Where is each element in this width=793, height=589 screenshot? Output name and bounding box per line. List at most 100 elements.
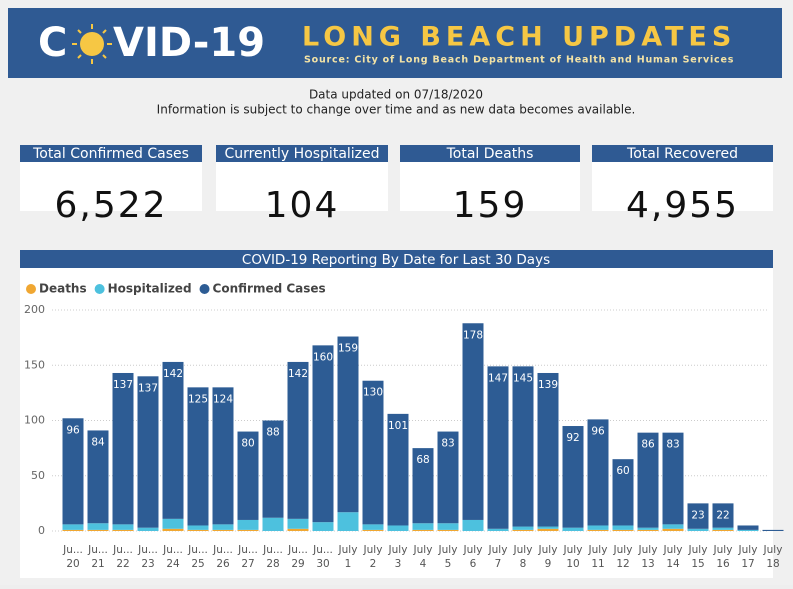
bar-segment — [387, 413, 409, 526]
bar-segment — [587, 419, 609, 526]
x-tick-label: Ju... — [87, 544, 108, 556]
bar-segment — [412, 448, 434, 524]
card-label: Total Deaths — [446, 146, 534, 162]
x-tick-label: July — [738, 544, 758, 556]
notice: Data updated on 07/18/2020 — [309, 88, 483, 102]
legend-label: Deaths — [39, 282, 87, 296]
x-tick-label: July — [363, 544, 383, 556]
x-tick-label: 28 — [266, 558, 279, 570]
data-label: 88 — [266, 427, 279, 439]
bar-segment — [612, 529, 634, 531]
bar-segment — [537, 526, 559, 529]
chart-title-bar — [20, 250, 773, 268]
bar-segment — [112, 524, 134, 530]
bar-segment — [312, 345, 334, 523]
bar-segment — [537, 372, 559, 527]
bar-segment — [412, 529, 434, 531]
bar-segment — [287, 518, 309, 529]
bar-segment — [87, 430, 109, 524]
plot: Deaths Hospitalized Confirmed Cases 0 50 100 1… — [24, 282, 784, 570]
bar-segment — [212, 524, 234, 530]
x-tick-label: 9 — [545, 558, 552, 570]
data-label: 86 — [641, 439, 655, 451]
bar-segment — [637, 529, 659, 531]
bar-segment — [512, 366, 534, 527]
bar-segment — [212, 529, 234, 531]
sun-icon — [72, 24, 112, 64]
data-label: 92 — [566, 432, 579, 444]
bar-segment — [237, 519, 259, 530]
card-label-bar — [592, 145, 773, 162]
x-tick-label: 30 — [316, 558, 329, 570]
bar-segment — [362, 380, 384, 525]
x-tick-label: 26 — [216, 558, 230, 570]
x-tick-label: July — [563, 544, 583, 556]
data-label: 83 — [666, 439, 679, 451]
card-label-bar — [400, 145, 580, 162]
legend-marker — [94, 284, 105, 294]
x-tick-label: 29 — [291, 558, 304, 570]
bar-segment — [412, 523, 434, 530]
bar-segment — [612, 459, 634, 526]
y-tick-label: 100 — [24, 414, 45, 427]
bar-segment — [587, 525, 609, 530]
x-tick-label: 1 — [345, 558, 352, 570]
card-label: Total Recovered — [626, 146, 738, 162]
bar-segment — [537, 528, 559, 531]
bar-segment — [62, 529, 84, 531]
x-tick-label: July — [388, 544, 408, 556]
x-tick-label: July — [688, 544, 708, 556]
data-label: 137 — [113, 379, 133, 391]
bar-segment — [137, 376, 159, 528]
card-label: Total Confirmed Cases — [32, 146, 189, 162]
x-tick-label: July — [463, 544, 483, 556]
card-label-bar — [20, 145, 202, 162]
data-label: 96 — [591, 425, 605, 437]
data-label: 101 — [388, 420, 408, 432]
x-tick-label: Ju... — [237, 544, 258, 556]
data-label: 125 — [188, 393, 208, 405]
logo: C — [38, 20, 67, 66]
x-tick-label: July — [438, 544, 458, 556]
x-tick-label: Ju... — [262, 544, 283, 556]
x-tick-label: Ju... — [212, 544, 233, 556]
bar-segment — [187, 529, 209, 531]
bar-segment — [162, 518, 184, 529]
bar-segment — [262, 420, 284, 518]
data-label: 96 — [66, 424, 80, 436]
bar-segment — [212, 387, 234, 525]
x-tick-label: July — [413, 544, 433, 556]
bar-segment — [87, 529, 109, 531]
bar-segment — [337, 512, 359, 531]
legend-label: Confirmed Cases — [213, 282, 326, 296]
logo: VID-19 — [113, 20, 265, 66]
x-tick-label: Ju... — [162, 544, 183, 556]
x-tick-label: July — [338, 544, 358, 556]
x-tick-label: 22 — [116, 558, 129, 570]
x-tick-label: 13 — [641, 558, 654, 570]
bar-segment — [162, 528, 184, 531]
x-tick-label: 15 — [691, 558, 704, 570]
x-tick-label: 25 — [191, 558, 204, 570]
x-tick-label: 21 — [91, 558, 104, 570]
bar-segment — [287, 361, 309, 519]
x-tick-label: 23 — [141, 558, 154, 570]
legend-label: Hospitalized — [108, 282, 192, 296]
bar-segment — [287, 528, 309, 531]
x-tick-label: July — [613, 544, 633, 556]
bar-segment — [162, 361, 184, 519]
bar-segment — [362, 524, 384, 530]
x-tick-label: July — [588, 544, 608, 556]
bar-segment — [487, 366, 509, 529]
bar-segment — [612, 525, 634, 530]
x-tick-label: 18 — [766, 558, 779, 570]
bar-segment — [62, 524, 84, 530]
card-value: 6,522 — [54, 185, 167, 226]
data-label: 22 — [716, 509, 729, 521]
y-tick-label: 200 — [24, 303, 45, 316]
card-value: 159 — [453, 185, 528, 226]
data-label: 124 — [213, 393, 233, 405]
bar-segment — [187, 525, 209, 530]
